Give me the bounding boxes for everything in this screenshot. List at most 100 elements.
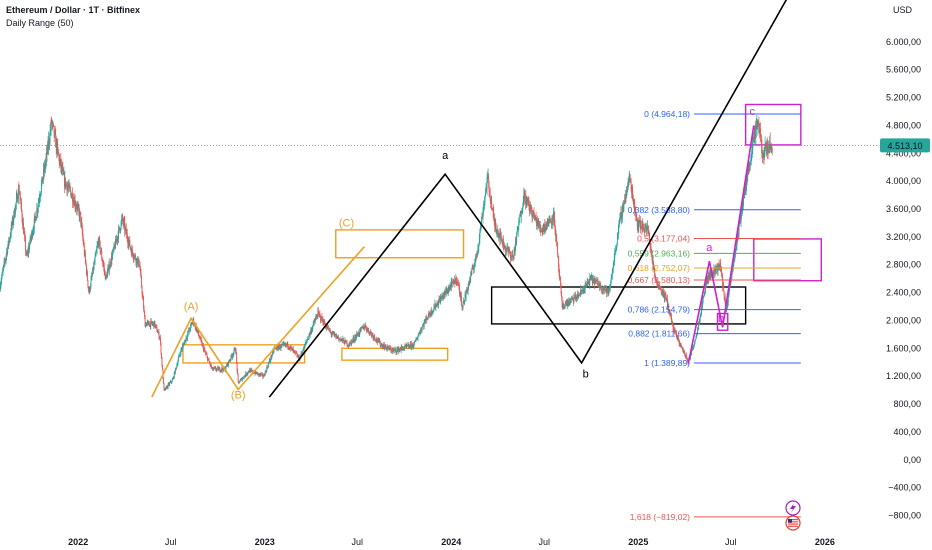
candle-body: [524, 193, 526, 203]
wave-label: (C): [339, 217, 354, 229]
candle-body: [707, 275, 709, 281]
candle-body: [603, 288, 605, 290]
candle-body: [14, 214, 16, 217]
candle-body: [622, 205, 623, 217]
wave-count-line[interactable]: [687, 125, 755, 364]
candle-body: [130, 248, 132, 251]
candle-body: [189, 329, 191, 331]
candle-body: [433, 307, 435, 309]
candle-body: [95, 252, 97, 253]
candle-body: [672, 321, 674, 325]
candle-body: [495, 227, 497, 233]
candle-body: [303, 347, 305, 349]
candle-body: [269, 360, 271, 361]
candle-body: [607, 290, 609, 293]
candle-body: [354, 337, 356, 341]
candle-body: [115, 238, 116, 249]
zone-rectangle[interactable]: [490, 286, 747, 325]
candle-body: [257, 372, 259, 375]
candle-body: [533, 210, 534, 213]
candle-body: [610, 277, 612, 282]
candle-body: [12, 218, 14, 224]
candle-body: [762, 152, 764, 158]
candle-body: [373, 335, 375, 338]
candle-body: [771, 147, 773, 152]
candle-body: [637, 220, 639, 228]
zone-rectangle[interactable]: [744, 103, 802, 146]
candle-body: [661, 292, 663, 294]
currency-label[interactable]: USD: [892, 5, 912, 15]
candle-body: [353, 340, 355, 342]
candle-body: [594, 280, 596, 285]
candle-body: [36, 209, 38, 218]
candle-body: [143, 308, 145, 312]
candle-body: [48, 139, 50, 149]
candle-body: [599, 283, 601, 284]
candle-body: [555, 234, 557, 236]
candle-body: [726, 305, 728, 309]
zone-rectangle[interactable]: [716, 312, 729, 331]
time-tick-label: 2025: [628, 537, 648, 547]
zone-rectangle[interactable]: [335, 229, 465, 259]
candle-body: [103, 266, 105, 271]
candle-body: [706, 275, 708, 283]
candle-body: [245, 372, 247, 376]
candle-body: [400, 347, 402, 351]
candle-body: [324, 324, 326, 325]
candle-body: [239, 381, 241, 383]
candle-body: [391, 350, 393, 352]
candle-body: [757, 121, 759, 123]
candle-body: [523, 191, 525, 203]
time-axis[interactable]: 2022 Jul 2023 Jul 2024 Jul 2025 Jul 2026: [68, 537, 835, 547]
candle-body: [360, 328, 362, 330]
candle-body: [122, 220, 124, 224]
candle-body: [515, 238, 517, 246]
candle-body: [358, 334, 360, 335]
candle-body: [517, 230, 519, 232]
candle-body: [96, 246, 98, 250]
candle-body: [552, 221, 554, 223]
candle-body: [8, 239, 10, 244]
wave-count-line[interactable]: [268, 0, 790, 398]
candle-body: [517, 229, 519, 231]
candle-body: [312, 322, 314, 326]
candle-body: [404, 345, 406, 347]
candle-body: [65, 183, 67, 186]
zone-rectangle[interactable]: [753, 238, 822, 282]
candle-body: [15, 197, 17, 204]
candle-body: [204, 351, 206, 354]
candle-body: [4, 261, 6, 263]
candle-body: [311, 329, 313, 330]
candle-body: [109, 262, 111, 268]
candle-body: [155, 325, 157, 327]
candle-body: [373, 337, 375, 339]
wave-count-line[interactable]: [151, 246, 365, 398]
candle-body: [353, 337, 355, 341]
candle-body: [82, 233, 84, 239]
candle-body: [751, 147, 753, 151]
candle-body: [236, 361, 238, 371]
candle-body: [283, 343, 285, 345]
candle-body: [518, 222, 520, 230]
candle-body: [477, 248, 479, 252]
candle-body: [96, 249, 98, 253]
zone-rectangle[interactable]: [182, 344, 306, 364]
candle-body: [47, 143, 49, 149]
candle-body: [587, 282, 589, 284]
candle-body: [743, 198, 745, 205]
candle-body: [685, 354, 687, 359]
candle-body: [64, 177, 66, 187]
candle-body: [763, 154, 764, 158]
fib-level-label: 0,882 (1.811,66): [628, 329, 690, 339]
price-tick-label: 800,00: [893, 399, 921, 409]
indicator-label[interactable]: Daily Range (50): [6, 18, 74, 28]
candle-body: [402, 347, 404, 349]
candle-body: [270, 355, 272, 361]
price-axis[interactable]: 6.000,005.600,005.200,004.800,004.400,00…: [880, 37, 930, 521]
candle-body: [76, 206, 78, 210]
candle-body: [749, 164, 751, 168]
candle-body: [25, 239, 27, 251]
candle-body: [487, 176, 489, 178]
candle-body: [92, 272, 93, 276]
